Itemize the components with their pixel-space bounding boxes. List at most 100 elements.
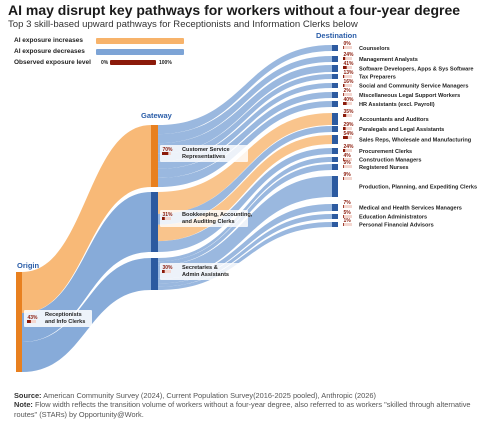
origin-gateway-flow	[22, 192, 151, 342]
destination-node	[332, 222, 338, 227]
gateway-destination-flow	[158, 113, 332, 214]
destination-label: Procurement Clerks	[359, 149, 412, 155]
origin-label-box	[24, 310, 92, 327]
gateway-destination-flow	[158, 65, 332, 154]
destination-node	[332, 101, 338, 107]
destination-exposure-track	[343, 215, 352, 218]
destination-exposure-track	[343, 165, 352, 168]
destination-node	[332, 65, 338, 72]
destination-exposure-track	[343, 66, 352, 69]
destination-exposure-value: 4%	[344, 153, 352, 159]
destination-exposure-value: 16%	[344, 79, 355, 85]
destination-exposure-value: 29%	[344, 122, 355, 128]
destination-exposure-track	[343, 177, 352, 180]
destination-exposure-fill	[343, 102, 347, 105]
gateway-exposure-fill	[162, 270, 165, 273]
gateway-destination-flow	[158, 92, 332, 178]
destination-label: Sales Reps, Wholesale and Manufacturing	[359, 138, 472, 144]
gateway-exposure-fill	[162, 152, 169, 155]
destination-exposure-fill	[343, 215, 344, 218]
destination-label: Registered Nurses	[359, 165, 408, 171]
destination-label: Software Developers, Apps & Sys Software	[359, 67, 474, 73]
destination-exposure-track	[343, 205, 352, 208]
origin-column-title: Origin	[17, 261, 40, 270]
origin-label: Receptionists	[45, 312, 82, 318]
destination-node	[332, 204, 338, 211]
destination-exposure-fill	[343, 93, 344, 96]
destination-exposure-track	[343, 93, 352, 96]
gateway-destination-flow	[158, 176, 332, 279]
destination-exposure-fill	[343, 127, 346, 130]
destination-label: Social and Community Service Managers	[359, 84, 468, 90]
destination-exposure-fill	[343, 149, 346, 152]
legend-increase-label: AI exposure increases	[14, 37, 84, 44]
destination-node	[332, 157, 338, 162]
gateway-destination-flow	[158, 135, 332, 242]
gateway-destination-flow	[158, 101, 332, 187]
destination-label: Construction Managers	[359, 158, 421, 164]
destination-exposure-track	[343, 57, 352, 60]
destination-node	[332, 214, 338, 219]
destination-exposure-track	[343, 84, 352, 87]
destination-node	[332, 92, 338, 98]
destination-node	[332, 74, 338, 79]
gateway-destination-flow	[158, 126, 332, 225]
destination-exposure-value: 7%	[344, 200, 352, 206]
gateway-destination-flow	[158, 83, 332, 169]
gateway-label: Customer Service	[182, 147, 230, 153]
flow-note: Note: Flow width reflects the transition…	[14, 400, 471, 419]
destination-exposure-value: 24%	[344, 52, 355, 58]
destination-exposure-fill	[343, 84, 345, 87]
legend-observed-label: Observed exposure level	[14, 59, 91, 66]
gateway-destination-flow	[158, 222, 332, 290]
gateway-destination-flow	[158, 214, 332, 287]
legend-increase-swatch	[96, 38, 184, 44]
legend-decrease-swatch	[96, 49, 184, 55]
destination-exposure-track	[343, 75, 352, 78]
legend-observed-swatch	[110, 60, 156, 65]
origin-exposure-track	[27, 320, 36, 323]
origin-label: and Info Clerks	[45, 319, 85, 325]
destination-node	[332, 176, 338, 197]
origin-exposure-value: 43%	[28, 315, 39, 321]
destination-exposure-track	[343, 223, 352, 226]
destination-exposure-fill	[343, 223, 344, 226]
destination-exposure-fill	[343, 158, 344, 161]
gateway-node	[151, 192, 158, 252]
destination-exposure-track	[343, 158, 352, 161]
destination-node	[332, 135, 338, 144]
gateway-exposure-value: 31%	[163, 212, 174, 218]
destination-node	[332, 126, 338, 132]
gateway-destination-flow	[158, 157, 332, 262]
source-note: Source: American Community Survey (2024)…	[14, 391, 376, 400]
legend-scale-min: 0%	[101, 60, 109, 66]
destination-exposure-track	[343, 149, 352, 152]
destination-exposure-track	[343, 46, 352, 49]
origin-node	[16, 272, 22, 372]
destination-exposure-value: 5%	[344, 160, 352, 166]
destination-exposure-fill	[343, 46, 344, 49]
gateway-label-box	[160, 145, 248, 162]
destination-exposure-track	[343, 127, 352, 130]
gateway-column-title: Gateway	[141, 111, 173, 120]
destination-exposure-fill	[343, 165, 344, 168]
gateway-destination-flow	[158, 45, 332, 135]
gateway-destination-flow	[158, 74, 332, 162]
destination-exposure-value: 1%	[344, 218, 352, 224]
destination-node	[332, 113, 338, 125]
destination-label: Personal Financial Advisors	[359, 223, 434, 229]
destination-label: Miscellaneous Legal Support Workers	[359, 93, 460, 99]
destination-label: Accountants and Auditors	[359, 117, 429, 123]
legend-decrease-label: AI exposure decreases	[14, 48, 85, 55]
gateway-label: Admin Assistants	[182, 272, 229, 278]
page-title: AI may disrupt key pathways for workers …	[8, 2, 461, 18]
gateway-label: Bookkeeping, Accounting,	[182, 212, 253, 218]
destination-exposure-value: 0%	[344, 41, 352, 47]
gateway-exposure-value: 70%	[163, 147, 174, 153]
destination-exposure-fill	[343, 205, 344, 208]
destination-exposure-track	[343, 114, 352, 117]
destination-exposure-value: 24%	[344, 144, 355, 150]
destination-label: Paralegals and Legal Assistants	[359, 127, 444, 133]
destination-node	[332, 83, 338, 88]
